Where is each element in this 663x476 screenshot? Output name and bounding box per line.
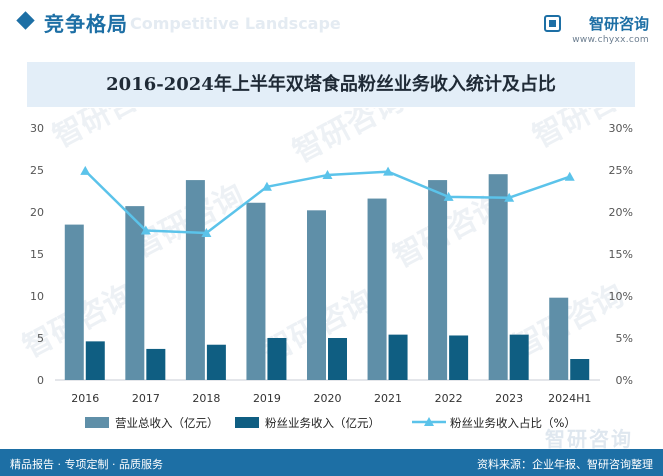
x-tick-label: 2021 <box>374 392 402 405</box>
bar-vermicelli-revenue <box>388 334 408 380</box>
brand-url: www.chyxx.com <box>572 35 649 45</box>
line-point-marker <box>201 228 212 237</box>
x-tick-label: 2016 <box>71 392 99 405</box>
watermark-text: 智研咨询 <box>287 108 409 170</box>
y-right-tick-label: 25% <box>609 164 633 177</box>
bar-vermicelli-revenue <box>509 334 529 380</box>
diamond-icon <box>16 11 35 30</box>
header-watermark: Competitive Landscape <box>130 14 341 33</box>
line-point-marker <box>140 225 151 235</box>
y-left-tick-label: 20 <box>30 206 44 219</box>
y-right-tick-label: 0% <box>616 374 633 387</box>
brand-name: 智研咨询 <box>588 15 649 33</box>
bar-total-revenue <box>488 174 508 380</box>
chart-title: 2016-2024年上半年双塔食品粉丝业务收入统计及占比 <box>106 74 556 95</box>
x-tick-label: 2020 <box>314 392 342 405</box>
footer-watermark: 智研咨询 <box>545 427 633 451</box>
legend-swatch <box>235 417 259 428</box>
legend-label: 粉丝业务收入占比（%） <box>450 416 576 430</box>
footer-source: 资料来源：企业年报、智研咨询整理 <box>477 458 653 471</box>
chart: 智研咨询智研咨询智研咨询智研咨询智研咨询智研咨询智研咨询智研咨询05101520… <box>17 108 649 430</box>
bar-vermicelli-revenue <box>328 338 347 380</box>
legend-label: 粉丝业务收入（亿元） <box>265 416 380 430</box>
bar-vermicelli-revenue <box>267 338 287 380</box>
y-right-tick-label: 10% <box>609 290 633 303</box>
legend-swatch <box>85 417 109 428</box>
bar-total-revenue <box>125 206 145 380</box>
bar-vermicelli-revenue <box>449 335 469 380</box>
x-tick-label: 2018 <box>192 392 220 405</box>
footer: 智研咨询 精品报告 · 专项定制 · 品质服务 资料来源：企业年报、智研咨询整理 <box>0 427 663 476</box>
line-point-marker <box>443 191 454 201</box>
bar-total-revenue <box>185 180 205 380</box>
line-point-marker <box>261 181 272 191</box>
y-left-tick-label: 5 <box>37 332 44 345</box>
y-left-tick-label: 0 <box>37 374 44 387</box>
y-left-tick-label: 15 <box>30 248 44 261</box>
bar-vermicelli-revenue <box>146 348 166 380</box>
bar-total-revenue <box>367 198 387 380</box>
line-point-marker <box>322 170 333 180</box>
bar-total-revenue <box>428 180 448 380</box>
bar-vermicelli-revenue <box>85 341 105 380</box>
header: Competitive Landscape 竞争格局 智研咨询 www.chyx… <box>0 0 663 48</box>
bar-total-revenue <box>549 297 569 380</box>
bar-vermicelli-revenue <box>206 344 226 380</box>
x-tick-label: 2017 <box>132 392 160 405</box>
line-point-marker <box>504 192 515 202</box>
x-tick-label: 2024H1 <box>548 392 591 405</box>
x-tick-label: 2022 <box>435 392 463 405</box>
watermark-text: 智研咨询 <box>47 108 169 155</box>
footer-slogan: 精品报告 · 专项定制 · 品质服务 <box>10 458 163 471</box>
y-left-tick-label: 25 <box>30 164 44 177</box>
chart-title-band: 2016-2024年上半年双塔食品粉丝业务收入统计及占比 <box>27 62 635 107</box>
y-right-tick-label: 20% <box>609 206 633 219</box>
x-tick-label: 2019 <box>253 392 281 405</box>
line-point-marker <box>80 165 91 175</box>
y-right-tick-label: 15% <box>609 248 633 261</box>
y-left-tick-label: 30 <box>30 122 44 135</box>
section-title: 竞争格局 <box>44 12 128 36</box>
line-point-marker <box>383 166 394 176</box>
bar-total-revenue <box>307 210 326 380</box>
brand-logo-icon <box>544 15 561 32</box>
legend-label: 营业总收入（亿元） <box>115 416 219 430</box>
legend-marker <box>424 417 434 426</box>
x-tick-label: 2023 <box>495 392 523 405</box>
bar-vermicelli-revenue <box>570 359 590 380</box>
y-right-tick-label: 5% <box>616 332 633 345</box>
y-right-tick-label: 30% <box>609 122 633 135</box>
line-point-marker <box>564 171 575 181</box>
bar-total-revenue <box>64 224 84 380</box>
y-left-tick-label: 10 <box>30 290 44 303</box>
bar-total-revenue <box>246 202 266 380</box>
